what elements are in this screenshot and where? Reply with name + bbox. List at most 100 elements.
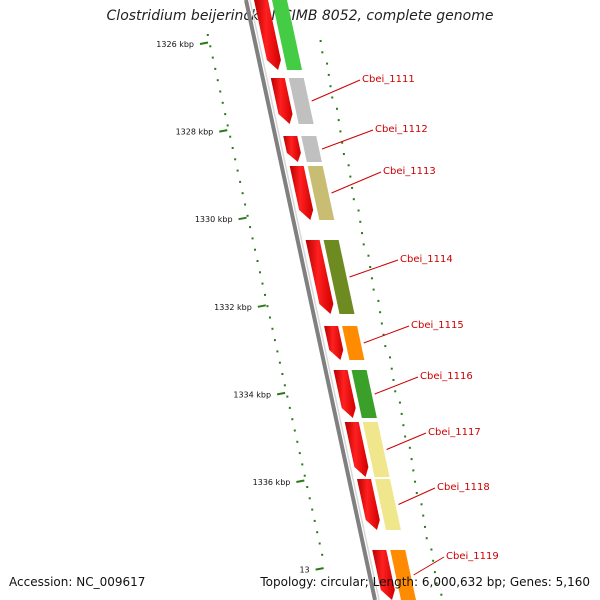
outer-tick	[384, 345, 387, 348]
outer-tick	[367, 254, 370, 257]
outer-tick	[335, 107, 338, 110]
minor-tick	[214, 67, 217, 70]
minor-tick	[231, 147, 234, 149]
minor-tick	[221, 101, 224, 104]
gene-label: Cbei_1118	[437, 482, 490, 493]
gene-labels: Cbei_1111 Cbei_1112 Cbei_1113 Cbei_1114 Cbei…	[311, 74, 499, 576]
outer-tick	[351, 186, 354, 189]
minor-tick	[311, 508, 314, 511]
outer-tick	[327, 73, 330, 76]
minor-tick	[261, 282, 264, 285]
outer-tick	[390, 367, 393, 370]
map-title: Clostridium beijerinckii NCIMB 8052, com…	[106, 8, 494, 24]
outer-tick	[404, 435, 407, 438]
outer-tick	[420, 503, 423, 506]
minor-tick	[281, 373, 284, 375]
outer-tick	[412, 469, 415, 472]
major-tick	[238, 216, 247, 221]
minor-tick	[234, 158, 237, 161]
outer-tick	[369, 266, 372, 268]
outer-tick	[357, 209, 360, 212]
major-tick	[219, 129, 228, 133]
outer-tick	[372, 288, 375, 291]
outer-tick	[414, 480, 417, 483]
gene-label: Cbei_1113	[383, 166, 436, 177]
tick-label: 1336 kbp	[253, 478, 291, 487]
outer-tick	[321, 51, 324, 54]
minor-tick	[244, 203, 247, 206]
label-leader	[374, 376, 419, 395]
label-leader	[349, 259, 399, 278]
feature-block	[374, 479, 401, 530]
minor-tick	[209, 45, 212, 48]
outer-tick	[394, 390, 397, 393]
minor-tick	[219, 90, 222, 93]
gene-label: Cbei_1116	[420, 371, 473, 382]
minor-tick	[301, 463, 304, 466]
outer-tick	[377, 299, 380, 302]
major-tick	[315, 567, 324, 571]
minor-tick	[306, 486, 309, 488]
minor-tick	[251, 237, 254, 240]
outer-tick	[382, 333, 385, 336]
outer-tick	[423, 525, 426, 528]
cds-arrow	[356, 479, 380, 530]
minor-tick	[256, 260, 259, 262]
minor-tick	[308, 497, 311, 500]
backbone	[244, 0, 380, 600]
cds-track	[254, 0, 395, 600]
feature-block	[390, 550, 416, 600]
outer-tick	[370, 277, 373, 280]
feature-block	[342, 326, 365, 360]
outer-tick	[380, 322, 383, 325]
label-leader	[363, 325, 410, 344]
outer-tick	[402, 424, 405, 427]
feature-block	[362, 422, 390, 477]
outer-tick	[361, 232, 364, 235]
label-leader	[331, 171, 382, 194]
outer-tick	[415, 492, 418, 494]
minor-tick	[266, 305, 269, 308]
outer-tick	[326, 62, 329, 65]
tick-label: 13	[299, 566, 309, 575]
gene-label: Cbei_1112	[375, 124, 428, 135]
minor-tick	[286, 395, 289, 398]
label-leader	[413, 556, 445, 576]
cds-arrow	[283, 136, 301, 162]
minor-tick	[268, 316, 271, 319]
gene-label: Cbei_1111	[362, 74, 415, 85]
feature-block	[301, 136, 322, 162]
cds-arrow	[305, 240, 334, 314]
outer-tick	[347, 164, 350, 167]
minor-tick	[239, 180, 242, 183]
outer-tick	[342, 153, 345, 155]
gene-label: Cbei_1119	[446, 551, 499, 562]
minor-tick	[288, 406, 291, 409]
outer-tick	[432, 559, 435, 562]
feature-track	[272, 0, 416, 600]
outer-tick	[337, 119, 340, 122]
label-leader	[321, 129, 374, 150]
minor-tick	[241, 192, 244, 195]
minor-tick	[321, 553, 324, 556]
tick-label: 1330 kbp	[195, 215, 233, 224]
outer-tick	[422, 514, 425, 517]
minor-tick	[303, 474, 306, 477]
minor-tick	[226, 124, 229, 127]
outer-tick	[410, 458, 413, 461]
minor-tick	[291, 418, 294, 421]
outer-tick	[389, 356, 392, 359]
minor-tick	[283, 384, 286, 387]
outer-tick	[331, 96, 334, 99]
outer-tick	[349, 175, 352, 178]
outer-tick	[433, 571, 436, 574]
tick-label: 1326 kbp	[156, 40, 194, 49]
outer-tick	[440, 593, 443, 596]
minor-tick	[296, 440, 299, 443]
outer-tick	[435, 582, 438, 585]
outer-tick	[379, 311, 382, 314]
outer-tick	[341, 141, 344, 144]
tick-label: 1332 kbp	[214, 303, 252, 312]
minor-tick	[318, 542, 321, 545]
